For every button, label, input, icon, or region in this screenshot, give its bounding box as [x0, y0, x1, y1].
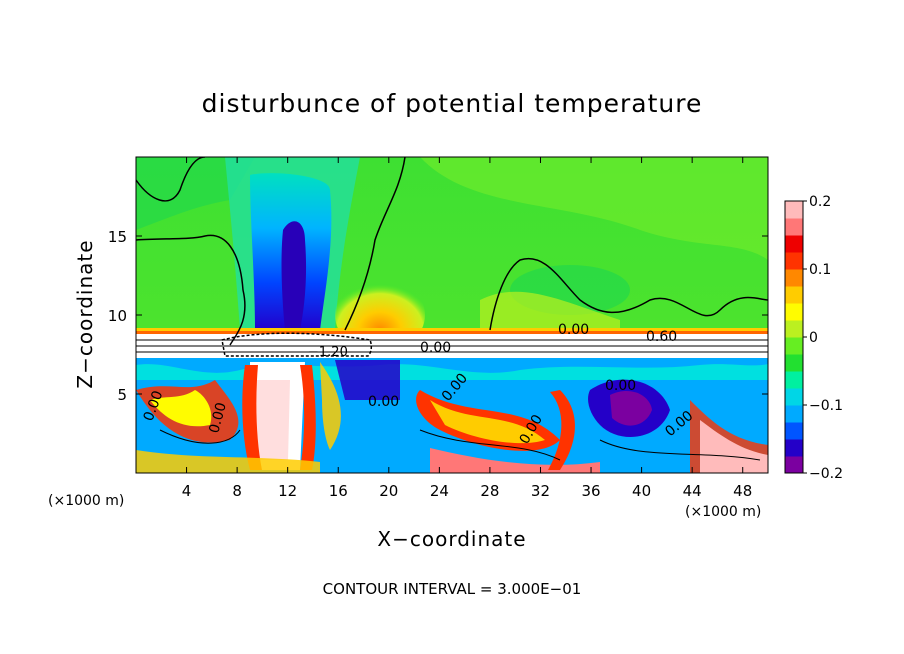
x-tick-label: 44 — [683, 482, 702, 500]
contour-label: 0.00 — [420, 340, 451, 356]
colorbar-swatch — [785, 269, 803, 287]
colorbar-swatch — [785, 439, 803, 457]
contour-label: −1.20 — [308, 345, 348, 360]
colorbar — [784, 200, 804, 474]
x-tick-label: 8 — [232, 482, 242, 500]
colorbar-swatch — [785, 422, 803, 440]
colorbar-swatch — [785, 320, 803, 338]
colorbar-swatch — [785, 218, 803, 236]
colorbar-tick-label: −0.1 — [809, 398, 843, 414]
contour-label: 0.00 — [206, 401, 230, 435]
x-tick-label: 24 — [430, 482, 449, 500]
contour-label: 0.00 — [368, 394, 399, 410]
colorbar-swatch — [785, 354, 803, 372]
colorbar-swatch — [785, 456, 803, 474]
colorbar-tick-label: 0 — [809, 330, 818, 346]
y-axis: 5 10 15 — [108, 228, 768, 404]
contour-label: 0.00 — [605, 378, 636, 394]
x-unit-label-right: (×1000 m) — [685, 504, 761, 520]
colorbar-swatch — [785, 303, 803, 321]
x-tick-label: 32 — [531, 482, 550, 500]
x-tick-label: 28 — [480, 482, 499, 500]
plot-field — [136, 157, 768, 473]
colorbar-swatch — [785, 201, 803, 219]
colorbar-swatch — [785, 388, 803, 406]
colorbar-swatch — [785, 252, 803, 270]
colorbar-swatch — [785, 286, 803, 304]
contour-label: 0.00 — [558, 322, 589, 338]
colorbar-tick-label: 0.2 — [809, 194, 831, 210]
y-tick-label: 5 — [117, 386, 127, 404]
x-tick-label: 48 — [733, 482, 752, 500]
chart-title: disturbunce of potential temperature — [202, 89, 703, 118]
y-tick-label: 10 — [108, 307, 127, 325]
x-tick-label: 4 — [182, 482, 192, 500]
x-tick-label: 36 — [581, 482, 600, 500]
x-tick-label: 20 — [379, 482, 398, 500]
x-tick-label: 16 — [329, 482, 348, 500]
contour-labels: 0.00 0.00 0.00 0.00 0.00 0.00 0.00 0.60 … — [141, 322, 697, 447]
x-unit-label-left: (×1000 m) — [48, 493, 124, 509]
x-axis-title: X−coordinate — [377, 527, 526, 551]
colorbar-ticks: 0.2 0.1 0 −0.1 −0.2 — [803, 194, 843, 482]
y-axis-title: Z−coordinate — [73, 239, 97, 388]
contour-label: 0.60 — [646, 329, 677, 345]
colorbar-tick-label: −0.2 — [809, 466, 843, 482]
colorbar-swatch — [785, 235, 803, 253]
colorbar-tick-label: 0.1 — [809, 262, 831, 278]
colorbar-swatch — [785, 337, 803, 355]
x-tick-label: 40 — [632, 482, 651, 500]
contour-interval-note: CONTOUR INTERVAL = 3.000E−01 — [323, 580, 582, 598]
colorbar-swatch — [785, 371, 803, 389]
colorbar-swatch — [785, 405, 803, 423]
x-axis: 4 8 12 16 20 24 28 32 36 40 44 48 — [182, 157, 752, 500]
x-tick-label: 12 — [278, 482, 297, 500]
y-tick-label: 15 — [108, 228, 127, 246]
